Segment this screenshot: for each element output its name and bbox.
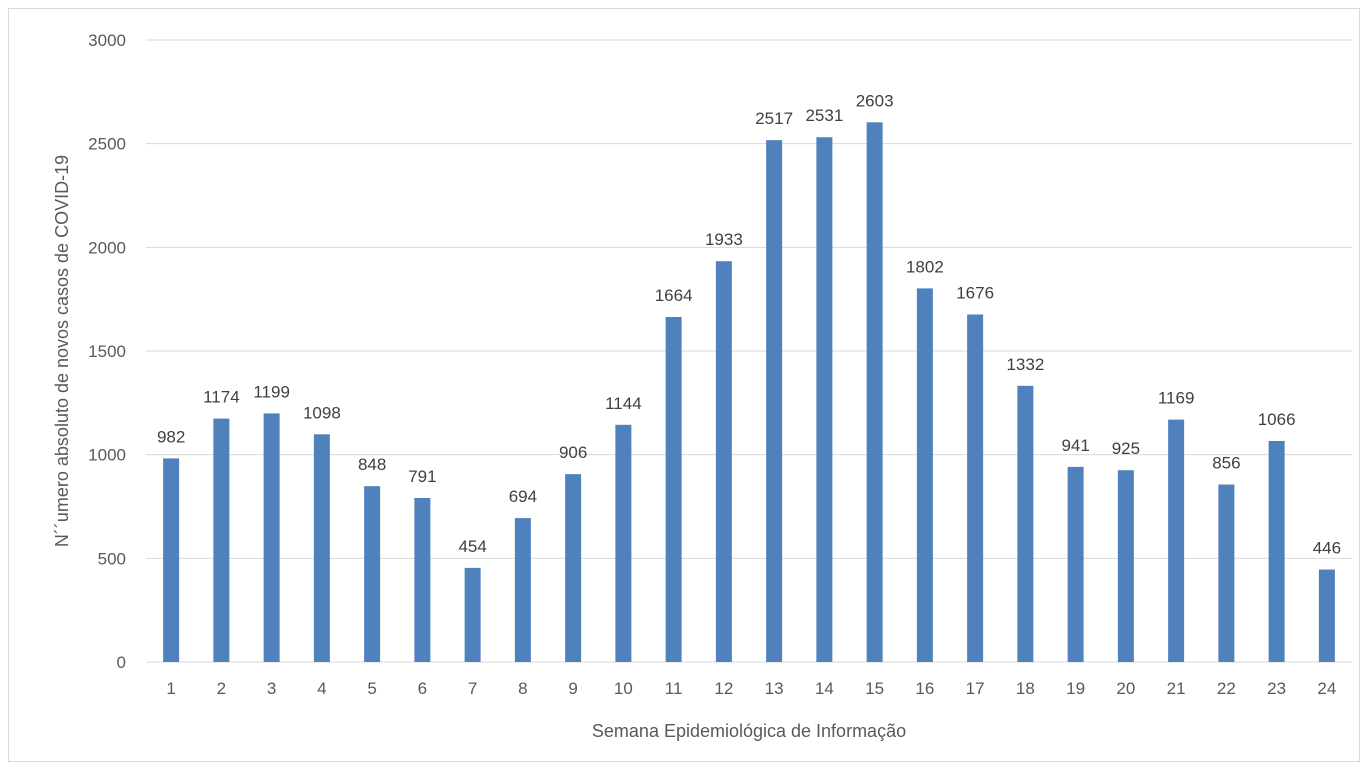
y-axis-title: N´´umero absoluto de novos casos de COVI… [52, 155, 72, 547]
bar [816, 137, 833, 663]
x-tick-label: 4 [317, 679, 326, 698]
data-label: 1098 [303, 403, 341, 422]
data-label: 1066 [1258, 410, 1296, 429]
y-tick-label: 3000 [88, 31, 126, 50]
y-tick-label: 0 [117, 653, 126, 672]
x-tick-label: 12 [714, 679, 733, 698]
x-tick-label: 5 [367, 679, 376, 698]
bar [1268, 440, 1285, 662]
y-tick-label: 500 [98, 549, 126, 568]
bar [916, 288, 933, 662]
data-label: 454 [458, 537, 486, 556]
bar [1067, 466, 1084, 662]
data-label: 856 [1212, 454, 1240, 473]
chart-frame [8, 8, 1360, 762]
data-label: 1199 [253, 382, 290, 401]
bar [263, 413, 280, 662]
data-label: 791 [408, 467, 436, 486]
x-tick-label: 2 [217, 679, 226, 698]
bar [213, 418, 230, 662]
x-tick-label: 8 [518, 679, 527, 698]
bar [1017, 385, 1034, 662]
x-tick-label: 17 [966, 679, 985, 698]
bar [514, 518, 531, 662]
x-tick-label: 11 [665, 679, 683, 698]
x-tick-label: 6 [418, 679, 427, 698]
x-tick-label: 23 [1267, 679, 1286, 698]
x-tick-label: 22 [1217, 679, 1236, 698]
data-labels: 982 1174 1199 1098 848 791 454 694 906 1144 1664 19… [157, 91, 1341, 557]
data-label: 982 [157, 427, 185, 446]
bar [364, 486, 381, 662]
bars [163, 122, 1335, 663]
bar [1218, 484, 1235, 662]
bar [565, 474, 582, 662]
y-tick-labels: 0 500 1000 1500 2000 2500 3000 [88, 31, 126, 672]
bar [967, 314, 984, 662]
y-tick-label: 1500 [88, 342, 126, 361]
x-tick-label: 16 [915, 679, 934, 698]
x-tick-label: 3 [267, 679, 276, 698]
x-tick-label: 19 [1066, 679, 1085, 698]
bar [464, 567, 481, 662]
bar [615, 424, 632, 662]
data-label: 906 [559, 443, 587, 462]
bar [1117, 470, 1134, 662]
data-label: 2531 [805, 106, 843, 125]
data-label: 925 [1112, 439, 1140, 458]
data-label: 1664 [655, 286, 693, 305]
data-label: 1169 [1158, 389, 1195, 408]
data-label: 446 [1313, 539, 1341, 558]
x-tick-label: 14 [815, 679, 834, 698]
data-label: 2603 [856, 91, 894, 110]
x-tick-label: 21 [1167, 679, 1186, 698]
x-tick-label: 18 [1016, 679, 1035, 698]
x-tick-label: 1 [166, 679, 175, 698]
bar [313, 434, 330, 662]
bar [665, 316, 682, 662]
x-tick-label: 7 [468, 679, 477, 698]
data-label: 1676 [956, 284, 994, 303]
x-tick-label: 10 [614, 679, 633, 698]
bar [1168, 419, 1185, 662]
x-tick-label: 20 [1116, 679, 1135, 698]
x-tick-label: 9 [568, 679, 577, 698]
x-tick-label: 24 [1317, 679, 1336, 698]
data-label: 2517 [755, 109, 793, 128]
bar [766, 140, 783, 663]
x-tick-label: 13 [765, 679, 784, 698]
x-tick-labels: 1 2 3 4 5 6 7 8 9 10 11 12 13 14 15 16 17 18 19 20 21 22 23 24 [166, 679, 1336, 698]
data-label: 1802 [906, 257, 944, 276]
data-label: 1933 [705, 230, 743, 249]
data-label: 848 [358, 455, 386, 474]
data-label: 1332 [1006, 355, 1044, 374]
y-tick-label: 2000 [88, 238, 126, 257]
bar [715, 261, 732, 662]
gridlines [146, 39, 1352, 663]
bar [163, 458, 180, 662]
data-label: 1144 [605, 394, 642, 413]
data-label: 941 [1061, 436, 1089, 455]
y-tick-label: 1000 [88, 446, 126, 465]
x-axis-title: Semana Epidemiológica de Informação [592, 721, 906, 741]
data-label: 1174 [203, 388, 240, 407]
y-tick-label: 2500 [88, 135, 126, 154]
bar [414, 497, 431, 662]
data-label: 694 [509, 487, 537, 506]
x-tick-label: 15 [865, 679, 884, 698]
bar [866, 122, 883, 662]
bar [1318, 569, 1335, 662]
